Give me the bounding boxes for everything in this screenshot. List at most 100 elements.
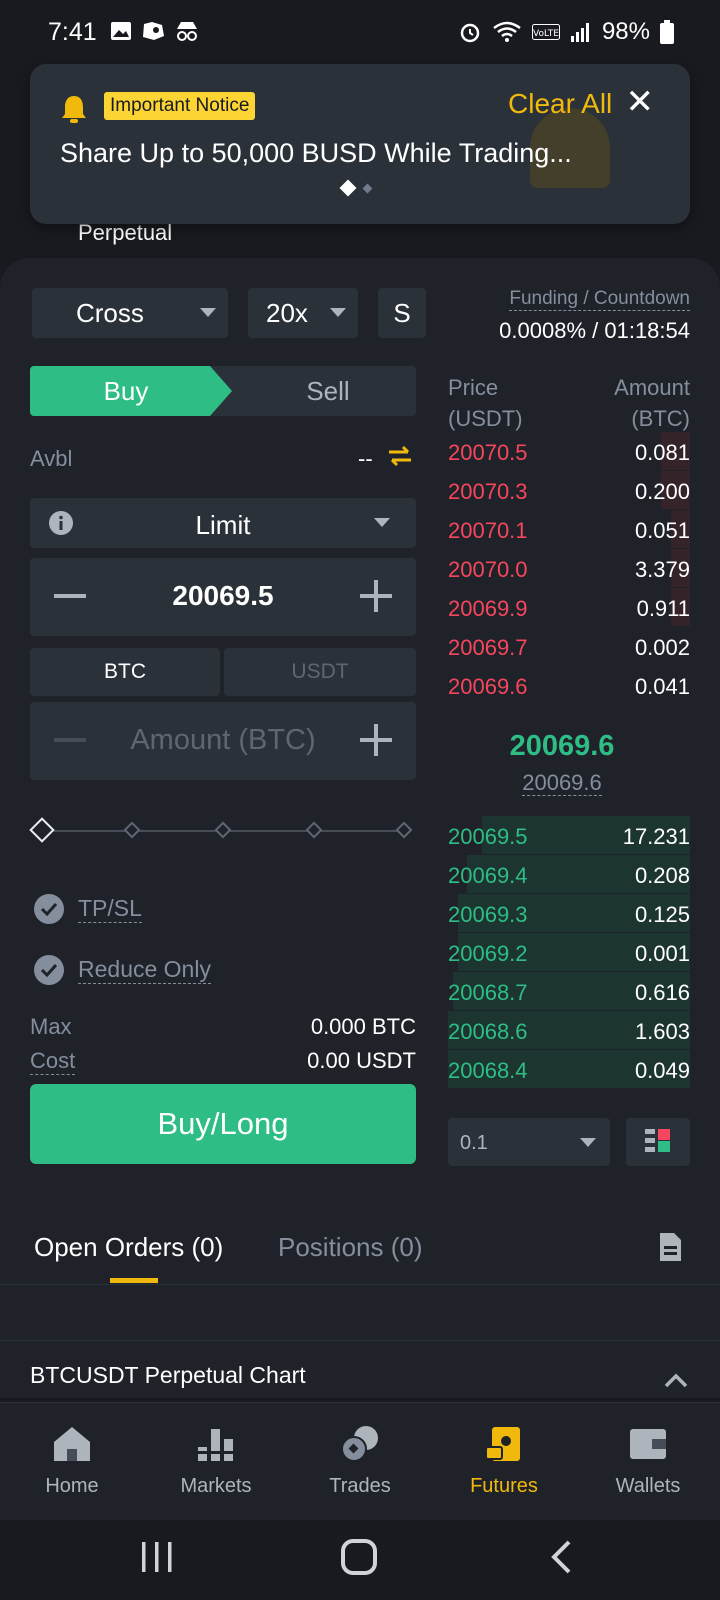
ask-row[interactable]: 20069.9 0.911 <box>448 588 690 626</box>
increase-amount-icon[interactable] <box>374 724 378 756</box>
reduce-only-label: Reduce Only <box>78 956 211 984</box>
check-icon <box>34 955 64 985</box>
max-label: Max <box>30 1014 72 1039</box>
ask-price: 20069.9 <box>448 596 528 621</box>
notice-badge: Important Notice <box>104 92 256 120</box>
mark-price[interactable]: 20069.6 <box>448 770 676 796</box>
volte-icon: VoLTE <box>531 24 560 40</box>
bid-row[interactable]: 20069.5 17.231 <box>448 816 690 854</box>
bell-icon <box>62 96 86 123</box>
status-right-icons: VoLTE 98% <box>458 18 674 46</box>
clear-all-button[interactable]: Clear All <box>508 88 613 119</box>
bid-row[interactable]: 20068.7 0.616 <box>448 972 690 1010</box>
incognito-icon <box>177 22 197 41</box>
ask-row[interactable]: 20070.3 0.200 <box>448 471 690 509</box>
ask-amount: 3.379 <box>634 557 690 582</box>
nav-markets[interactable]: Markets <box>144 1425 288 1498</box>
decrease-price-button[interactable] <box>54 594 86 598</box>
bid-depth-bar <box>467 855 690 893</box>
last-price[interactable]: 20069.6 <box>509 730 615 762</box>
chevron-up-icon[interactable] <box>664 1372 688 1388</box>
buy-long-button[interactable]: Buy/Long <box>30 1084 416 1164</box>
battery-level: 98% <box>601 18 650 45</box>
amount-header-label: Amount <box>614 375 690 400</box>
chevron-down-icon <box>374 518 390 527</box>
bid-price: 20069.3 <box>448 902 528 927</box>
back-icon[interactable] <box>550 1540 572 1574</box>
ask-row[interactable]: 20070.5 0.081 <box>448 432 690 470</box>
bid-depth-bar <box>481 816 690 854</box>
notice-banner[interactable]: Important Notice Clear All ✕ Share Up to… <box>30 64 690 224</box>
ask-amount: 0.002 <box>634 635 690 660</box>
size-mode-button[interactable]: S <box>378 288 426 338</box>
nav-futures[interactable]: Futures <box>432 1425 576 1498</box>
depth-precision-select[interactable]: 0.1 <box>448 1118 610 1166</box>
bid-row[interactable]: 20069.2 0.001 <box>448 933 690 971</box>
bid-depth-bar <box>448 1050 690 1088</box>
bid-row[interactable]: 20069.4 0.208 <box>448 855 690 893</box>
contract-subtitle: Perpetual <box>78 220 173 245</box>
notice-message[interactable]: Share Up to 50,000 BUSD While Trading... <box>60 138 572 168</box>
ask-row[interactable]: 20070.0 3.379 <box>448 549 690 587</box>
unit-usdt-button[interactable]: USDT <box>224 648 416 696</box>
decrease-amount-button[interactable] <box>54 738 86 742</box>
ask-depth-bar <box>670 510 690 548</box>
ask-amount: 0.911 <box>636 596 690 621</box>
nav-home[interactable]: Home <box>0 1425 144 1498</box>
nav-wallets[interactable]: Wallets <box>576 1425 720 1498</box>
nav-home-label: Home <box>45 1475 99 1497</box>
reduce-only-checkbox[interactable]: Reduce Only <box>34 955 211 985</box>
tpsl-checkbox[interactable]: TP/SL <box>34 894 142 924</box>
ask-depth-bar <box>670 588 690 626</box>
bid-row[interactable]: 20068.4 0.049 <box>448 1050 690 1088</box>
status-time: 7:41 <box>48 18 97 46</box>
max-value: 0.000 BTC <box>310 1014 416 1039</box>
amount-input[interactable]: Amount (BTC) <box>130 724 316 756</box>
ask-price: 20070.5 <box>448 440 528 465</box>
home-button-icon[interactable] <box>340 1538 378 1576</box>
sell-tab[interactable]: Sell <box>306 375 350 406</box>
home-icon <box>54 1427 90 1461</box>
close-icon[interactable]: ✕ <box>625 83 655 121</box>
ask-row[interactable]: 20070.1 0.051 <box>448 510 690 548</box>
price-input[interactable]: 20069.5 <box>172 580 274 611</box>
chart-section-title[interactable]: BTCUSDT Perpetual Chart <box>30 1362 306 1388</box>
buy-tab[interactable]: Buy <box>30 366 232 416</box>
order-history-icon[interactable] <box>658 1232 682 1262</box>
tab-open-orders[interactable]: Open Orders (0) <box>34 1232 224 1262</box>
ask-price: 20070.3 <box>448 479 528 504</box>
tab-positions[interactable]: Positions (0) <box>278 1232 423 1262</box>
status-bar: 7:41 VoLTE 98% <box>0 0 720 62</box>
transfer-icon[interactable] <box>386 442 414 470</box>
bid-row[interactable]: 20068.6 1.603 <box>448 1011 690 1049</box>
order-type-select[interactable]: Limit <box>30 498 416 548</box>
signal-icon <box>570 23 589 42</box>
bid-price: 20068.7 <box>448 980 528 1005</box>
bid-depth-bar <box>452 972 690 1010</box>
chevron-down-icon <box>200 308 216 317</box>
unit-btc-button[interactable]: BTC <box>30 648 220 696</box>
increase-price-icon[interactable] <box>374 580 378 612</box>
funding-label[interactable]: Funding / Countdown <box>509 288 690 311</box>
ask-row[interactable]: 20069.6 0.041 <box>448 666 690 704</box>
recent-apps-icon[interactable] <box>140 1540 174 1574</box>
leverage-select[interactable]: 20x <box>248 288 358 338</box>
ask-depth-bar <box>670 549 690 587</box>
system-navigation <box>0 1520 720 1600</box>
margin-mode-select[interactable]: Cross <box>32 288 228 338</box>
cost-label[interactable]: Cost <box>30 1048 76 1075</box>
bid-price: 20068.6 <box>448 1019 528 1044</box>
nav-trades[interactable]: Trades <box>288 1425 432 1498</box>
pagination-dot-active <box>339 179 357 197</box>
ask-row[interactable]: 20069.7 0.002 <box>448 627 690 665</box>
status-left-icons <box>110 20 200 42</box>
info-icon[interactable] <box>48 510 74 536</box>
bid-row[interactable]: 20069.3 0.125 <box>448 894 690 932</box>
trades-icon <box>341 1426 378 1462</box>
price-header-unit: (USDT) <box>448 406 523 431</box>
depth-precision-label: 0.1 <box>460 1132 488 1154</box>
ask-depth-bar <box>660 471 690 509</box>
bid-amount: 0.208 <box>634 863 690 888</box>
battery-icon <box>660 20 674 44</box>
orderbook-view-button[interactable] <box>626 1118 690 1166</box>
